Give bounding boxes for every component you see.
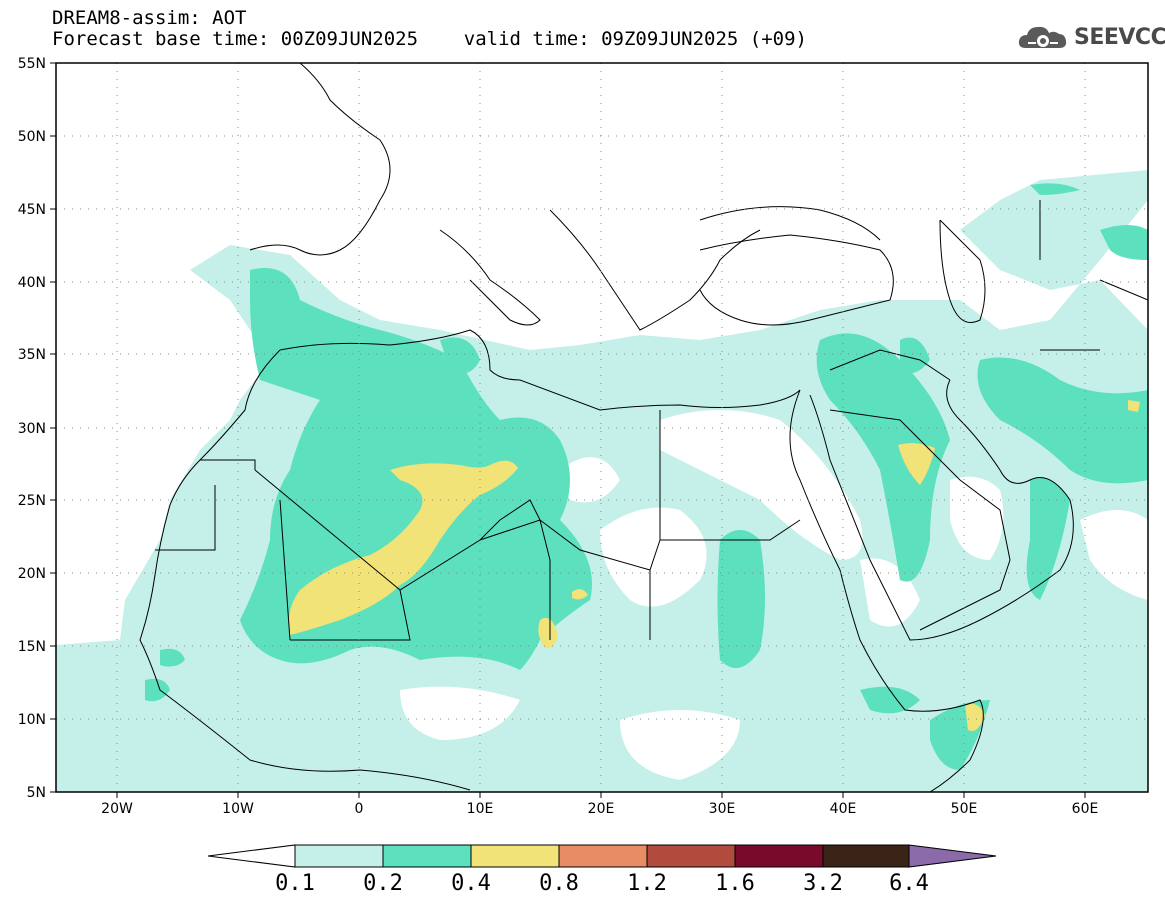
- lat-label: 40N: [18, 275, 46, 291]
- colorbar-high-arrow: [908, 844, 997, 868]
- lon-label: 10W: [222, 801, 254, 817]
- map-title: DREAM8-assim: AOT: [52, 7, 247, 29]
- cloud-gear-icon: [1018, 26, 1067, 48]
- lon-label: 40E: [830, 801, 857, 817]
- border-libya-egypt: [499, 410, 801, 541]
- lat-label: 55N: [18, 56, 46, 72]
- colorbar-label: 3.2: [803, 871, 843, 896]
- lat-label: 35N: [18, 347, 46, 363]
- colorbar-label: 1.2: [627, 871, 667, 896]
- seevccc-logo: SEEVCCC: [1016, 20, 1165, 56]
- lon-label: 0: [355, 801, 364, 817]
- colorbar-swatch: [294, 844, 384, 868]
- lat-label: 5N: [27, 785, 46, 801]
- lat-label: 25N: [18, 493, 46, 509]
- red-sea-coast: [789, 389, 984, 792]
- lon-label: 50E: [951, 801, 978, 817]
- lat-label: 20N: [18, 566, 46, 582]
- colorbar: 0.1 0.2 0.4 0.8 1.2 1.6 3.2 6.4: [207, 844, 997, 896]
- lat-label: 15N: [18, 639, 46, 655]
- border-algeria-mali: [254, 469, 501, 591]
- turkey: [699, 234, 894, 326]
- colorbar-swatch: [382, 844, 472, 868]
- longitude-labels: 20W 10W 0 10E 20E 30E 40E 50E 60E: [101, 801, 1098, 817]
- italy: [439, 229, 541, 326]
- lat-label: 50N: [18, 129, 46, 145]
- coastlines-borders: [139, 63, 1148, 792]
- black-sea: [699, 206, 881, 241]
- colorbar-swatch: [734, 844, 824, 868]
- lat-label: 30N: [18, 421, 46, 437]
- border-iraq-iran: [829, 349, 951, 381]
- caspian: [939, 219, 986, 323]
- lon-label: 20W: [101, 801, 133, 817]
- north-africa-coast: [279, 329, 801, 411]
- logo-text: SEEVCCC: [1074, 25, 1165, 50]
- border-sudan: [649, 539, 661, 640]
- colorbar-label: 1.6: [715, 871, 755, 896]
- border-eastern: [1039, 200, 1148, 351]
- aot-band-0.4: [288, 400, 1140, 731]
- colorbar-label: 0.1: [275, 871, 315, 896]
- colorbar-swatch: [470, 844, 560, 868]
- arabia-coast: [809, 379, 1074, 641]
- lon-label: 60E: [1072, 801, 1099, 817]
- lat-label: 10N: [18, 712, 46, 728]
- lon-label: 30E: [709, 801, 736, 817]
- border-mauritania: [155, 459, 291, 641]
- forecast-time-line: Forecast base time: 00Z09JUN2025 valid t…: [52, 28, 807, 50]
- colorbar-label: 0.8: [539, 871, 579, 896]
- colorbar-low-arrow: [207, 844, 296, 868]
- aot-contour-fill: [56, 170, 1148, 792]
- lat-label: 45N: [18, 202, 46, 218]
- lon-label: 20E: [588, 801, 615, 817]
- map-ticks: [50, 62, 1086, 798]
- latitude-labels: 55N 50N 45N 40N 35N 30N 25N 20N 15N 10N …: [18, 56, 46, 801]
- balkans-greece: [549, 209, 761, 331]
- border-saudi: [829, 409, 1011, 631]
- colorbar-swatch: [822, 844, 910, 868]
- lon-label: 10E: [467, 801, 494, 817]
- colorbar-swatch: [558, 844, 648, 868]
- africa-west-coast: [139, 349, 471, 791]
- border-niger-chad: [290, 519, 651, 641]
- colorbar-label: 0.2: [363, 871, 403, 896]
- colorbar-swatch: [646, 844, 736, 868]
- colorbar-label: 6.4: [889, 871, 929, 896]
- europe-coast: [249, 63, 391, 256]
- colorbar-label: 0.4: [451, 871, 491, 896]
